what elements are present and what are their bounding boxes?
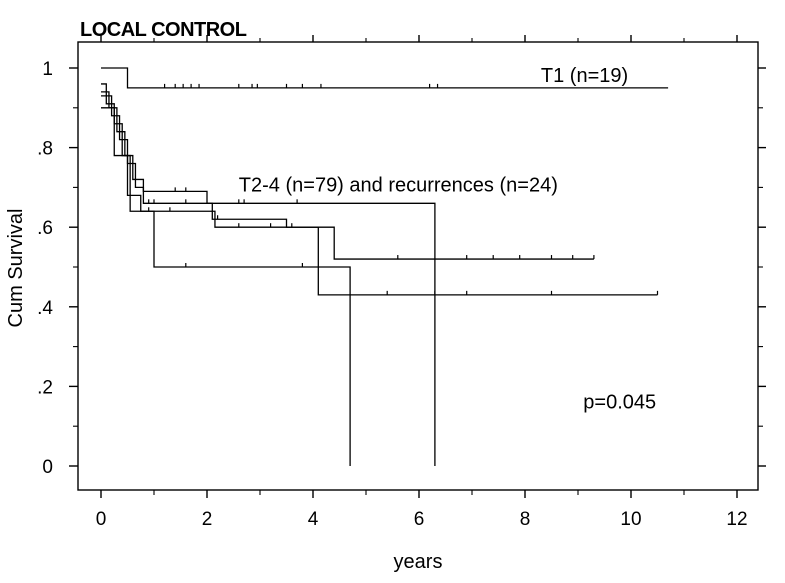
annotation-0: T1 (n=19) bbox=[541, 65, 628, 87]
chart-title: LOCAL CONTROL bbox=[80, 19, 247, 41]
annotation-2: p=0.045 bbox=[583, 391, 656, 413]
survival-curve bbox=[101, 67, 669, 89]
y-tick-label: .2 bbox=[37, 377, 53, 398]
survival-curve bbox=[101, 107, 658, 296]
x-tick-label: 8 bbox=[520, 509, 531, 530]
series-3 bbox=[101, 107, 659, 296]
x-tick-label: 4 bbox=[308, 509, 319, 530]
x-tick-label: 2 bbox=[202, 509, 213, 530]
y-tick-label: .4 bbox=[37, 298, 53, 319]
survival-curve bbox=[101, 83, 351, 466]
series-1 bbox=[101, 91, 436, 466]
y-tick-label: .8 bbox=[37, 139, 53, 160]
series-4 bbox=[101, 83, 351, 466]
x-axis-title: years bbox=[394, 551, 443, 573]
x-tick-label: 6 bbox=[414, 509, 425, 530]
annotation-1: T2-4 (n=79) and recurrences (n=24) bbox=[239, 174, 558, 196]
series-0 bbox=[101, 67, 669, 89]
survival-curve bbox=[101, 91, 436, 466]
y-tick-label: 0 bbox=[42, 457, 53, 478]
plot-frame bbox=[77, 41, 759, 491]
axes: 0 2 4 6 8 10 12 0 .2 .4 .6 .8 1 bbox=[37, 35, 766, 530]
annotations: T1 (n=19) T2-4 (n=79) and recurrences (n=… bbox=[239, 65, 656, 413]
survival-curves bbox=[101, 67, 669, 466]
y-tick-label: .6 bbox=[37, 218, 53, 239]
y-tick-label: 1 bbox=[42, 59, 53, 80]
x-tick-label: 10 bbox=[620, 509, 641, 530]
x-tick-label: 12 bbox=[726, 509, 747, 530]
x-tick-label: 0 bbox=[96, 509, 107, 530]
y-axis-title: Cum Survival bbox=[5, 209, 27, 328]
